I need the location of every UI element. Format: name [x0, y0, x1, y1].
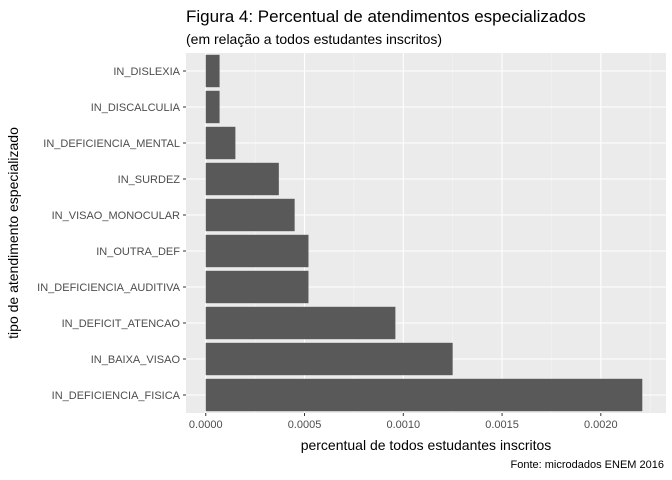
bar — [205, 234, 309, 268]
y-tick-label: IN_BAIXA_VISAO — [91, 354, 181, 366]
chart-subtitle: (em relação a todos estudantes inscritos… — [186, 31, 443, 47]
x-tick-label: 0.0020 — [584, 419, 618, 431]
bar — [205, 342, 453, 376]
bar — [205, 54, 220, 88]
y-axis-title: tipo de atendimento especializado — [5, 127, 21, 339]
y-tick-label: IN_DEFICIENCIA_AUDITIVA — [37, 282, 180, 294]
y-tick-label: IN_VISAO_MONOCULAR — [52, 210, 180, 222]
y-tick-label: IN_DEFICIT_ATENCAO — [62, 318, 181, 330]
y-tick-label: IN_DEFICIENCIA_FISICA — [52, 390, 181, 402]
bar — [205, 306, 396, 340]
chart-title: Figura 4: Percentual de atendimentos esp… — [186, 7, 586, 26]
bar — [205, 198, 295, 232]
bar — [205, 126, 236, 160]
x-tick-label: 0.0010 — [386, 419, 420, 431]
bar — [205, 162, 279, 196]
y-tick-label: IN_DISCALCULIA — [91, 102, 181, 114]
x-tick-label: 0.0015 — [485, 419, 519, 431]
x-axis-title: percentual de todos estudantes inscritos — [301, 437, 552, 453]
bar — [205, 378, 643, 412]
y-tick-label: IN_DEFICIENCIA_MENTAL — [43, 138, 180, 150]
x-tick-label: 0.0000 — [189, 419, 223, 431]
y-tick-label: IN_SURDEZ — [118, 174, 181, 186]
y-tick-label: IN_DISLEXIA — [113, 66, 180, 78]
bar — [205, 270, 309, 304]
chart-caption: Fonte: microdados ENEM 2016 — [510, 459, 664, 471]
x-axis: 0.0000 0.0005 0.0010 0.0015 0.0020 — [189, 413, 618, 431]
y-tick-label: IN_OUTRA_DEF — [96, 246, 180, 258]
x-tick-label: 0.0005 — [288, 419, 322, 431]
bars — [205, 54, 643, 412]
y-axis: IN_DISLEXIA IN_DISCALCULIA IN_DEFICIENCIA_… — [37, 66, 186, 402]
bar — [205, 90, 220, 124]
